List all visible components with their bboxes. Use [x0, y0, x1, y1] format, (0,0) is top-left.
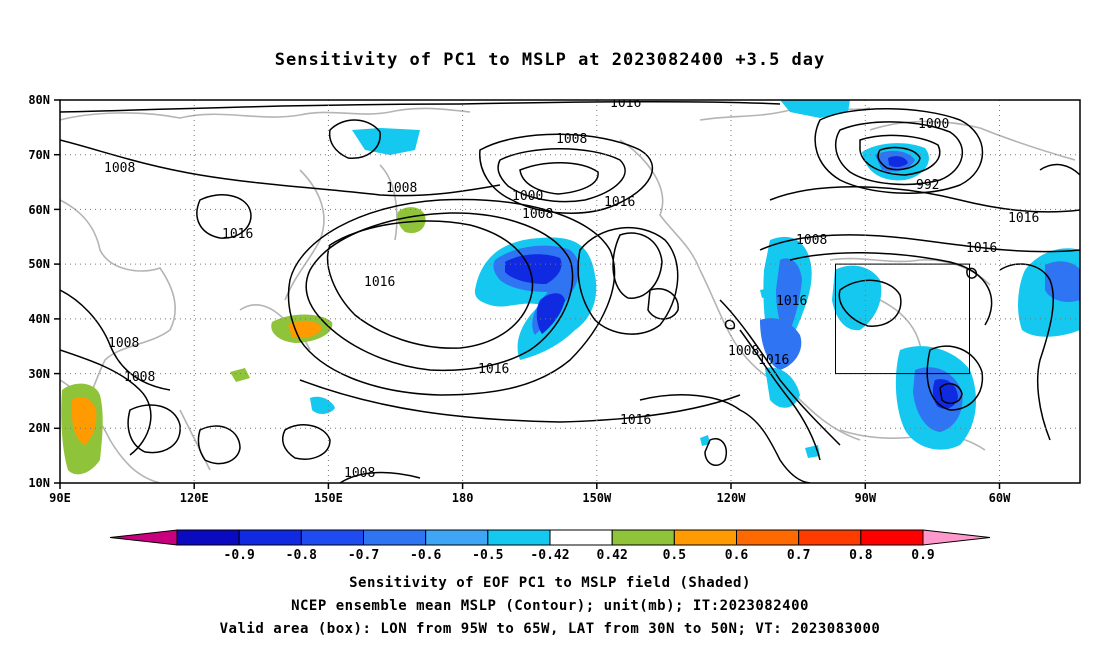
colorbar-swatch — [176, 529, 240, 546]
map-figure: 1016 1008 1000 992 1008 1008 1016 1016 1… — [28, 93, 1081, 563]
colorbar-tick-label: -0.42 — [530, 548, 569, 563]
tick-marks — [54, 99, 1001, 489]
colorbar-tick-label: -0.7 — [348, 548, 379, 563]
lon-tick-label: 150W — [582, 491, 612, 505]
contour-label: 1008 — [522, 207, 553, 222]
colorbar-swatch — [487, 529, 551, 546]
lat-tick-label: 50N — [28, 257, 50, 271]
contour-label: 1016 — [610, 96, 641, 111]
lon-tick-label: 90W — [854, 491, 876, 505]
colorbar-high-triangle — [922, 529, 991, 546]
colorbar-tick-label: -0.9 — [224, 548, 255, 563]
lat-tick-label: 70N — [28, 148, 50, 162]
contour-label: 1008 — [108, 336, 139, 351]
colorbar-swatch — [300, 529, 365, 546]
contour-label: 1016 — [604, 195, 635, 210]
colorbar-tick-label: -0.6 — [410, 548, 441, 563]
contour-label: 1008 — [386, 181, 417, 196]
contour-label: 1008 — [344, 466, 375, 481]
colorbar: -0.9 -0.8 -0.7 -0.6 -0.5 -0.42 0.42 0.5 0.6 0.7 0.… — [109, 529, 991, 563]
sensitivity-shading — [61, 100, 1080, 475]
colorbar-tick-label: 0.42 — [597, 548, 628, 563]
colorbar-tick-label: 0.9 — [911, 548, 934, 563]
colorbar-swatch — [549, 529, 613, 546]
contour-label-group: 1016 1008 1000 992 1008 1008 1016 1016 1… — [104, 96, 1039, 481]
map-title: Sensitivity of PC1 to MSLP at 2023082400… — [274, 50, 826, 70]
map-panel: 1016 1008 1000 992 1008 1008 1016 1016 1… — [60, 96, 1080, 483]
colorbar-swatch — [860, 529, 924, 546]
colorbar-swatch — [425, 529, 489, 546]
colorbar-swatch — [363, 529, 427, 546]
colorbar-swatch — [798, 529, 862, 546]
lon-tick-label: 180 — [452, 491, 474, 505]
colorbar-swatch — [611, 529, 675, 546]
colorbar-tick-label: -0.8 — [286, 548, 317, 563]
caption-shading: Sensitivity of EOF PC1 to MSLP field (Sh… — [349, 575, 751, 591]
colorbar-swatch — [736, 529, 800, 546]
lat-tick-label: 20N — [28, 421, 50, 435]
contour-label: 1000 — [918, 117, 949, 132]
caption-contour: NCEP ensemble mean MSLP (Contour); unit(… — [291, 598, 809, 614]
lat-tick-label: 10N — [28, 476, 50, 490]
contour-label: 1008 — [124, 370, 155, 385]
colorbar-swatch — [673, 529, 737, 546]
colorbar-tick-label: 0.7 — [787, 548, 810, 563]
contour-label: 1000 — [512, 189, 543, 204]
contour-label: 1016 — [222, 227, 253, 242]
contour-label: 1016 — [776, 294, 807, 309]
caption-valid-area: Valid area (box): LON from 95W to 65W, L… — [219, 621, 881, 637]
colorbar-tick-label: 0.6 — [725, 548, 749, 563]
colorbar-tick-label: 0.5 — [663, 548, 686, 563]
colorbar-low-triangle — [109, 529, 178, 546]
contour-label: 1016 — [758, 353, 789, 368]
contour-label: 1008 — [556, 132, 587, 147]
contour-label: 1016 — [478, 362, 509, 377]
contour-label: 1008 — [796, 233, 827, 248]
valid-area-box — [835, 263, 970, 375]
contour-label: 992 — [916, 178, 939, 193]
mslp-contours — [60, 100, 1080, 483]
colorbar-tick-label: -0.5 — [472, 548, 503, 563]
map-frame — [59, 99, 1081, 484]
lon-tick-label: 150E — [314, 491, 343, 505]
lat-tick-label: 60N — [28, 203, 50, 217]
contour-label: 1016 — [1008, 211, 1039, 226]
lon-tick-label: 90E — [49, 491, 71, 505]
lat-tick-label: 80N — [28, 93, 50, 107]
colorbar-swatch — [238, 529, 302, 546]
contour-label: 1016 — [620, 413, 651, 428]
contour-label: 1016 — [364, 275, 395, 290]
lon-tick-label: 60W — [989, 491, 1011, 505]
lat-tick-label: 40N — [28, 312, 50, 326]
contour-label: 1008 — [104, 161, 135, 176]
contour-label: 1008 — [728, 344, 759, 359]
contour-label: 1016 — [966, 241, 997, 256]
colorbar-tick-label: 0.8 — [849, 548, 873, 563]
longitude-axis: 90E 120E 150E 180 150W 120W 90W 60W — [49, 491, 1011, 505]
lon-tick-label: 120E — [180, 491, 209, 505]
latitude-axis: 80N 70N 60N 50N 40N 30N 20N 10N — [28, 93, 50, 490]
lat-tick-label: 30N — [28, 367, 50, 381]
lon-tick-label: 120W — [717, 491, 747, 505]
